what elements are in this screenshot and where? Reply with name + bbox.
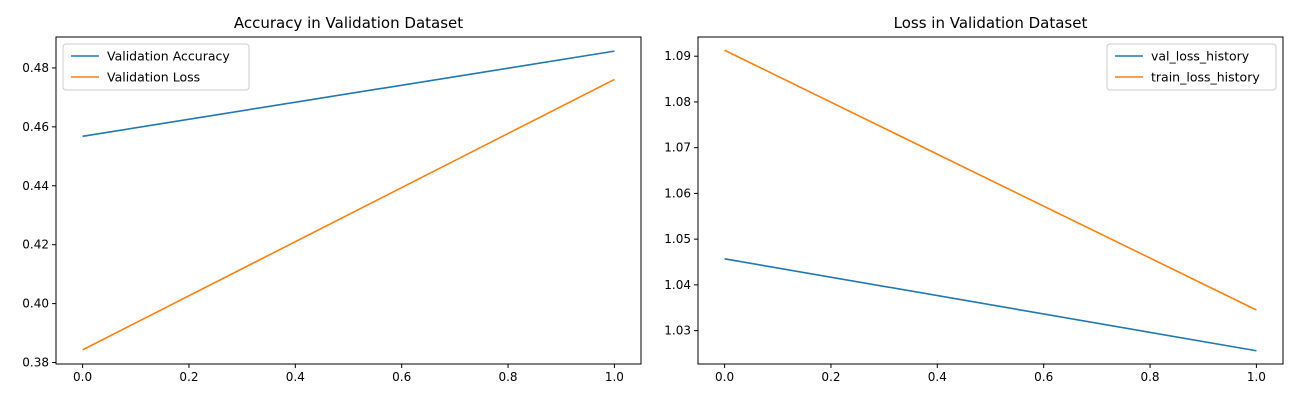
y-tick-label: 0.38 — [22, 356, 49, 370]
axes-frame — [55, 36, 642, 365]
legend-label: train_loss_history — [1151, 70, 1260, 85]
y-tick-label: 0.44 — [22, 179, 49, 193]
y-tick-label: 1.08 — [664, 95, 691, 109]
x-tick-label: 1.0 — [1247, 370, 1266, 384]
legend-label: Validation Accuracy — [107, 49, 230, 64]
accuracy-chart: Accuracy in Validation Dataset 0.0 0.2 0.4… — [22, 14, 642, 384]
legend-box — [62, 43, 250, 91]
x-tick-label: 0.6 — [1034, 370, 1053, 384]
x-tick-label: 1.0 — [605, 370, 624, 384]
axis-ticks: 0.0 0.2 0.4 0.6 0.8 1.0 1.03 1.04 1.05 1.06 1.07 1.… — [664, 49, 1266, 384]
x-tick-label: 0.2 — [821, 370, 840, 384]
y-tick-label: 0.46 — [22, 120, 49, 134]
x-tick-label: 0.0 — [715, 370, 734, 384]
x-tick-label: 0.4 — [286, 370, 305, 384]
y-tick-label: 0.48 — [22, 61, 49, 75]
y-tick-label: 0.40 — [22, 297, 49, 311]
plot-area — [56, 37, 641, 364]
y-tick-label: 1.04 — [664, 278, 691, 292]
series-line-2 — [724, 49, 1257, 311]
plot-marks — [724, 49, 1257, 352]
x-tick-label: 0.8 — [498, 370, 517, 384]
plot-marks — [82, 50, 615, 351]
legend: Validation Accuracy Validation Loss — [62, 43, 250, 91]
x-tick-label: 0.0 — [73, 370, 92, 384]
legend-label: val_loss_history — [1151, 49, 1250, 64]
x-tick-label: 0.4 — [928, 370, 947, 384]
y-tick-label: 1.07 — [664, 141, 691, 155]
x-tick-label: 0.6 — [392, 370, 411, 384]
y-tick-label: 0.42 — [22, 238, 49, 252]
y-tick-label: 1.05 — [664, 232, 691, 246]
x-tick-label: 0.2 — [179, 370, 198, 384]
series-line-2 — [82, 78, 615, 351]
axis-ticks: 0.0 0.2 0.4 0.6 0.8 1.0 0.38 0.40 0.42 0.44 0.46 0.… — [22, 61, 624, 384]
y-tick-label: 1.03 — [664, 324, 691, 338]
y-tick-label: 1.06 — [664, 186, 691, 200]
series-line-1 — [82, 50, 615, 138]
y-tick-label: 1.09 — [664, 49, 691, 63]
axes-frame — [697, 36, 1284, 365]
plot-area — [698, 37, 1283, 364]
x-tick-label: 0.8 — [1140, 370, 1159, 384]
chart-title: Accuracy in Validation Dataset — [234, 14, 463, 32]
legend: val_loss_history train_loss_history — [1106, 43, 1277, 91]
chart-title: Loss in Validation Dataset — [894, 14, 1088, 32]
loss-chart: Loss in Validation Dataset 0.0 0.2 0.4 0.6 0… — [664, 14, 1284, 384]
series-line-1 — [724, 258, 1257, 352]
legend-label: Validation Loss — [107, 70, 200, 85]
legend-box — [1106, 43, 1277, 91]
